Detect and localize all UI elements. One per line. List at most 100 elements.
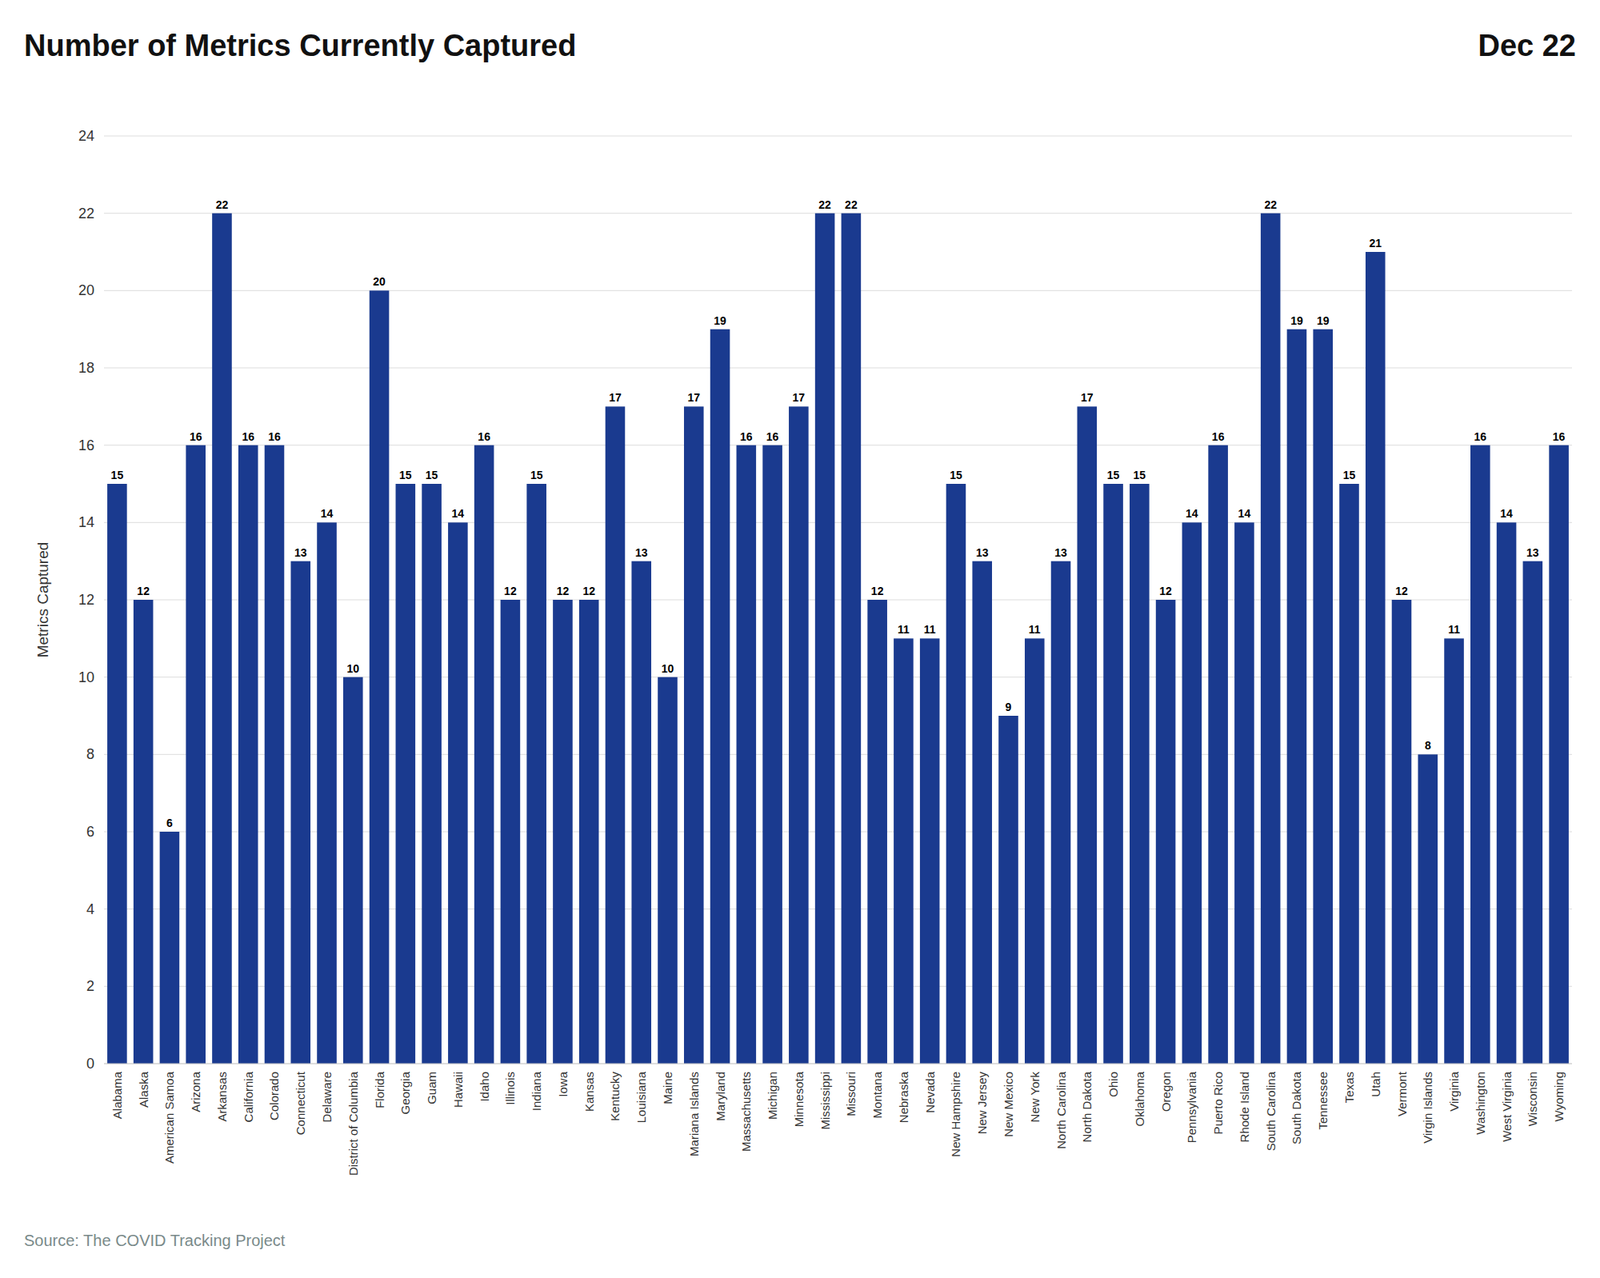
bar — [1523, 561, 1544, 1064]
data-label: 20 — [372, 275, 386, 288]
bar — [1077, 406, 1098, 1064]
data-label: 14 — [1238, 507, 1252, 520]
x-tick-label: Wyoming — [1552, 1072, 1566, 1122]
y-axis-label: Metrics Captured — [34, 542, 52, 659]
title: Number of Metrics Currently Captured — [24, 28, 576, 63]
bar — [1051, 561, 1072, 1064]
y-tick-label: 6 — [86, 824, 95, 840]
data-label: 16 — [268, 430, 281, 444]
bar — [474, 445, 495, 1064]
bar — [185, 445, 206, 1064]
x-tick-label: Louisiana — [634, 1071, 648, 1124]
bar — [133, 600, 154, 1064]
data-label: 22 — [844, 198, 858, 212]
x-tick-label: Colorado — [267, 1072, 281, 1121]
x-tick-label: Georgia — [398, 1071, 412, 1115]
x-tick-label: New Mexico — [1001, 1072, 1016, 1138]
bar — [736, 445, 757, 1064]
x-tick-label: Missouri — [844, 1072, 858, 1117]
data-label: 13 — [635, 546, 648, 560]
data-label: 11 — [897, 623, 910, 636]
x-tick-label: Iowa — [556, 1071, 570, 1097]
data-label: 14 — [320, 507, 334, 520]
bar — [1365, 252, 1386, 1064]
bar — [762, 445, 783, 1064]
x-tick-label: Delaware — [320, 1072, 334, 1123]
y-tick-label: 16 — [78, 437, 95, 454]
data-label: 16 — [740, 430, 753, 444]
x-tick-label: Mississippi — [818, 1072, 832, 1131]
grid-line — [104, 444, 1572, 446]
bar — [972, 561, 992, 1064]
x-tick-label: Indiana — [529, 1071, 544, 1112]
x-axis-line — [104, 1064, 1572, 1065]
bar — [1548, 445, 1569, 1064]
bar — [1392, 600, 1412, 1064]
bar — [579, 600, 600, 1064]
data-label: 12 — [871, 584, 884, 598]
data-label: 15 — [111, 468, 124, 482]
data-label: 15 — [1107, 468, 1120, 482]
bar — [1260, 213, 1281, 1064]
bar — [212, 213, 232, 1064]
bar — [920, 638, 940, 1064]
bar — [1312, 329, 1333, 1064]
data-label: 13 — [1054, 546, 1068, 560]
y-tick-label: 22 — [78, 205, 95, 222]
x-tick-label: Pennsylvania — [1184, 1071, 1199, 1144]
x-tick-label: California — [241, 1071, 256, 1123]
bar — [631, 561, 652, 1064]
bar — [1129, 484, 1150, 1064]
x-tick-label: New Hampshire — [948, 1072, 963, 1158]
x-tick-label: Washington — [1473, 1072, 1488, 1136]
data-label: 22 — [1264, 198, 1277, 212]
data-label: 11 — [1028, 623, 1041, 636]
y-tick-label: 12 — [78, 592, 95, 608]
bar — [998, 716, 1019, 1064]
data-label: 15 — [1133, 468, 1147, 482]
bar — [1339, 484, 1360, 1064]
x-tick-label: Florida — [372, 1071, 387, 1109]
bar — [448, 522, 468, 1064]
x-tick-label: Hawaii — [451, 1072, 465, 1108]
x-tick-label: Maryland — [713, 1072, 728, 1122]
bar — [1156, 600, 1176, 1064]
data-label: 16 — [241, 430, 255, 444]
bar — [160, 832, 180, 1064]
data-label: 16 — [477, 430, 491, 444]
data-label: 16 — [1212, 430, 1225, 444]
annotation: Source: The COVID Tracking Project — [24, 1232, 286, 1250]
x-tick-label: Alaska — [136, 1071, 151, 1108]
x-tick-label: Montana — [870, 1071, 884, 1119]
x-tick-label: Tennessee — [1316, 1072, 1330, 1131]
data-labels: 1512616221616131410201515141612151212171… — [111, 198, 1566, 830]
data-label: 14 — [1185, 507, 1199, 520]
bar — [369, 290, 390, 1064]
data-label: 12 — [136, 584, 150, 598]
x-tick-label: Arkansas — [215, 1072, 229, 1123]
x-tick-label: New York — [1028, 1072, 1042, 1124]
bar — [1444, 638, 1464, 1064]
data-label: 15 — [399, 468, 412, 482]
data-label: 22 — [216, 198, 229, 212]
data-label: 10 — [347, 662, 360, 676]
bar — [1287, 329, 1308, 1064]
data-label: 11 — [924, 623, 936, 636]
x-tick-label: Nebraska — [896, 1071, 911, 1124]
data-label: 12 — [556, 584, 570, 598]
x-tick-label: American Samoa — [162, 1071, 176, 1164]
x-tick-label: Virgin Islands — [1420, 1072, 1435, 1144]
data-label: 21 — [1368, 236, 1382, 250]
data-label: 9 — [1005, 700, 1012, 714]
data-label: 19 — [713, 314, 727, 328]
grid-line — [104, 1064, 1572, 1065]
bar — [290, 561, 311, 1064]
bar — [264, 445, 285, 1064]
x-tick-label: Wisconsin — [1525, 1072, 1540, 1127]
x-tick-label: Maine — [660, 1072, 675, 1105]
bar — [238, 445, 259, 1064]
background — [0, 0, 1600, 1278]
data-label: 22 — [818, 198, 832, 212]
x-tick-label: Oklahoma — [1132, 1071, 1147, 1127]
x-tick-label: District of Columbia — [346, 1071, 360, 1176]
